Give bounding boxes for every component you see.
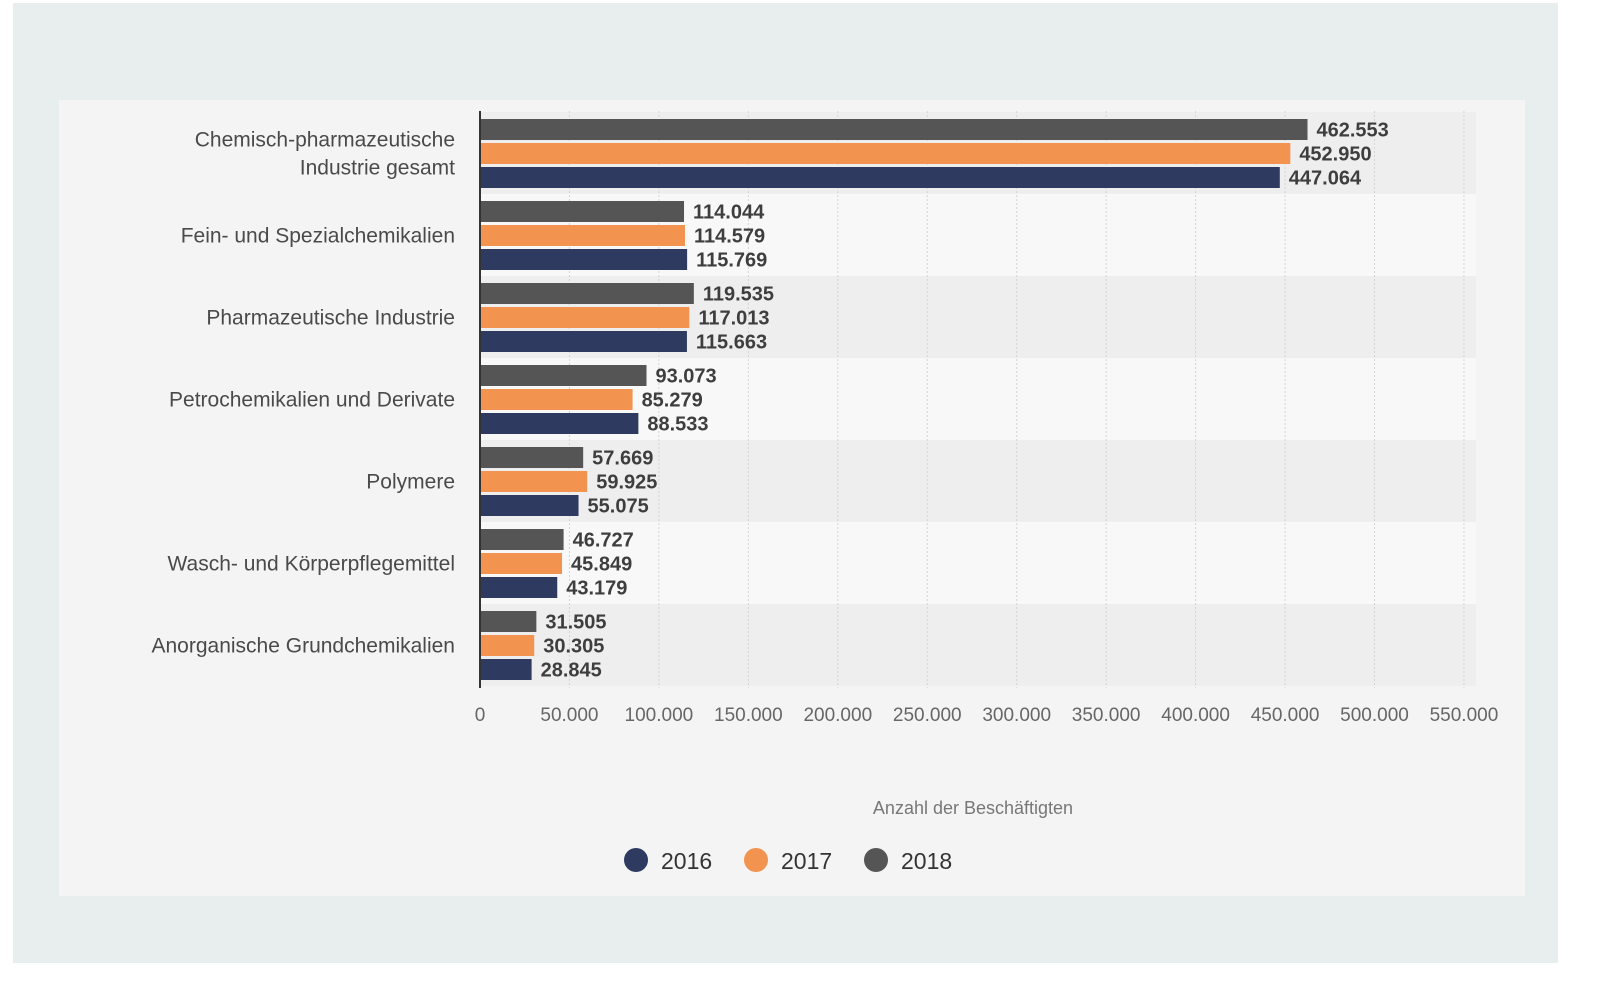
bar-2017-2[interactable] [481,307,690,328]
category-label: Wasch- und Körperpflegemittel [167,553,455,576]
x-tick-label: 100.000 [625,705,694,726]
category-label: Fein- und Spezialchemikalien [181,225,455,248]
bar-2017-6[interactable] [481,635,535,656]
chart-panel: 462.553 114.044 119.535 93.073 57.669 46.727 3… [59,100,1525,896]
x-tick-label: 350.000 [1072,705,1141,726]
value-label: 55.075 [588,496,649,518]
x-tick-label: 550.000 [1430,705,1499,726]
value-label: 115.663 [696,332,767,354]
category-band [480,522,1476,604]
x-tick-label: 150.000 [714,705,783,726]
value-label: 452.950 [1299,144,1371,166]
value-labels: 462.553 114.044 119.535 93.073 57.669 46.727 3… [541,120,1389,682]
bar-2016-4[interactable] [481,495,579,516]
bar-2018-6[interactable] [481,611,537,632]
bars [481,119,1308,680]
bar-2016-5[interactable] [481,577,558,598]
value-label: 30.305 [543,636,604,658]
value-label: 43.179 [566,578,627,600]
bar-2017-4[interactable] [481,471,588,492]
value-label: 115.769 [696,250,767,272]
category-label: Anorganische Grundchemikalien [151,635,455,658]
bar-2017-5[interactable] [481,553,563,574]
legend-label: 2017 [781,848,832,874]
value-label: 119.535 [703,284,774,306]
value-label: 46.727 [573,530,634,552]
x-tick-label: 300.000 [982,705,1051,726]
x-axis-title: Anzahl der Beschäftigten [873,798,1073,818]
bar-2016-6[interactable] [481,659,532,680]
bar-2016-3[interactable] [481,413,639,434]
category-label: Industrie gesamt [300,157,455,180]
legend-label: 2018 [901,848,952,874]
value-label: 114.579 [694,226,765,248]
bar-2018-1[interactable] [481,201,685,222]
legend-marker [744,848,768,872]
value-label: 45.849 [571,554,632,576]
value-label: 28.845 [541,660,602,682]
chart-frame: 462.553 114.044 119.535 93.073 57.669 46.727 3… [13,3,1558,963]
bar-2018-3[interactable] [481,365,647,386]
legend-label: 2016 [661,848,712,874]
category-label: Petrochemikalien und Derivate [169,389,455,412]
category-labels: Chemisch-pharmazeutische Industrie gesamt… [151,129,455,658]
bar-2018-5[interactable] [481,529,564,550]
bar-2016-1[interactable] [481,249,688,270]
value-label: 85.279 [642,390,703,412]
legend-item-2016[interactable]: 2016 [624,848,712,874]
legend-marker [864,848,888,872]
bar-2017-0[interactable] [481,143,1291,164]
value-label: 88.533 [647,414,708,436]
category-label: Pharmazeutische Industrie [206,307,455,330]
legend-item-2018[interactable]: 2018 [864,848,952,874]
legend: 2016 2017 2018 [624,848,952,874]
bar-2017-1[interactable] [481,225,685,246]
x-tick-label: 250.000 [893,705,962,726]
category-band [480,440,1476,522]
value-label: 114.044 [693,202,765,224]
category-bands [480,112,1476,686]
x-tick-label: 0 [475,705,486,726]
bar-2018-2[interactable] [481,283,694,304]
bar-chart: 462.553 114.044 119.535 93.073 57.669 46.727 3… [151,111,1499,874]
x-tick-label: 50.000 [540,705,598,726]
bar-2018-0[interactable] [481,119,1308,140]
x-tick-label: 450.000 [1251,705,1320,726]
bar-2017-3[interactable] [481,389,633,410]
category-label: Polymere [366,471,455,494]
category-band [480,604,1476,686]
value-label: 59.925 [596,472,657,494]
x-tick-label: 200.000 [803,705,872,726]
bar-2018-4[interactable] [481,447,584,468]
legend-marker [624,848,648,872]
value-label: 57.669 [592,448,653,470]
value-label: 447.064 [1289,168,1362,190]
value-label: 31.505 [545,612,606,634]
bar-2016-2[interactable] [481,331,687,352]
value-label: 93.073 [656,366,717,388]
bar-2016-0[interactable] [481,167,1280,188]
legend-item-2017[interactable]: 2017 [744,848,832,874]
x-tick-label: 500.000 [1340,705,1409,726]
value-label: 117.013 [698,308,769,330]
x-tick-label: 400.000 [1161,705,1230,726]
category-label: Chemisch-pharmazeutische [195,129,455,152]
value-label: 462.553 [1317,120,1389,142]
x-tick-labels: 0 50.000 100.000 150.000 200.000 250.000 300.0… [475,705,1499,726]
